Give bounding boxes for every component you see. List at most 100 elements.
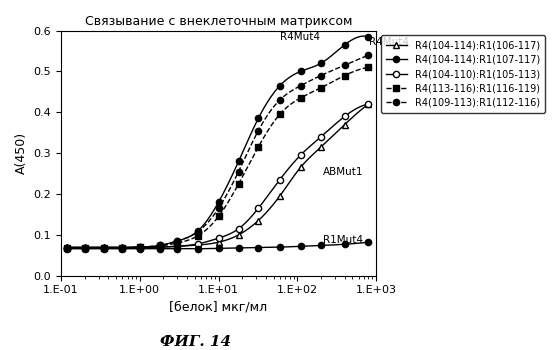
R4(113-116):R1(116-119) [318, 86, 324, 90]
Line: R4(104-114):R1(107-117): R4(104-114):R1(107-117) [64, 34, 371, 251]
R4(104-110):R1(105-113) [215, 236, 222, 240]
R1Mut4_internal [341, 242, 348, 246]
R4(113-116):R1(116-119) [174, 241, 181, 245]
R4(104-114):R1(107-117) [365, 35, 372, 39]
R4(109-113):R1(112-116) [215, 206, 222, 210]
R1Mut4_internal [365, 240, 372, 244]
R4(113-116):R1(116-119) [119, 246, 125, 250]
Text: ABMut1: ABMut1 [323, 167, 363, 176]
R4(104-110):R1(105-113) [195, 242, 202, 246]
R4(104-114):R1(107-117) [156, 243, 163, 247]
R4(109-113):R1(112-116) [255, 128, 262, 133]
R4(109-113):R1(112-116) [119, 246, 125, 250]
R4(104-110):R1(105-113) [119, 246, 125, 250]
R4(104-114):R1(107-117) [174, 239, 181, 243]
R4(113-116):R1(116-119) [365, 65, 372, 69]
R1Mut4_internal [174, 247, 181, 251]
R4(109-113):R1(112-116) [195, 230, 202, 234]
R4(109-113):R1(112-116) [156, 243, 163, 247]
R4(104-114):R1(106-117) [318, 145, 324, 149]
R4(113-116):R1(116-119) [255, 145, 262, 149]
R4(104-114):R1(106-117) [365, 102, 372, 106]
R4(113-116):R1(116-119) [277, 112, 283, 117]
R4(109-113):R1(112-116) [81, 246, 88, 250]
R4(104-114):R1(107-117) [235, 159, 242, 163]
R4(104-114):R1(107-117) [81, 246, 88, 250]
Text: R4Mut4: R4Mut4 [369, 37, 409, 47]
R4(109-113):R1(112-116) [137, 245, 143, 249]
R4(104-114):R1(107-117) [277, 84, 283, 88]
R4(109-113):R1(112-116) [341, 63, 348, 68]
R4(104-114):R1(106-117) [100, 245, 107, 249]
R1Mut4_internal [137, 247, 143, 251]
Y-axis label: A(450): A(450) [15, 132, 28, 174]
R4(104-114):R1(106-117) [156, 245, 163, 249]
R1Mut4_internal [255, 245, 262, 250]
R1Mut4_internal [195, 247, 202, 251]
R4(109-113):R1(112-116) [297, 84, 304, 88]
R4(113-116):R1(116-119) [341, 74, 348, 78]
R4(113-116):R1(116-119) [100, 246, 107, 250]
R4(104-114):R1(106-117) [81, 245, 88, 249]
Text: ФИГ. 14: ФИГ. 14 [160, 336, 232, 350]
R4(104-110):R1(105-113) [297, 153, 304, 157]
R4(104-110):R1(105-113) [137, 246, 143, 250]
R4(104-110):R1(105-113) [81, 246, 88, 250]
R1Mut4_internal [64, 247, 71, 251]
R4(104-114):R1(106-117) [235, 233, 242, 237]
R4(104-110):R1(105-113) [174, 244, 181, 248]
R4(104-110):R1(105-113) [64, 246, 71, 250]
R1Mut4_internal [235, 246, 242, 250]
R4(104-114):R1(106-117) [195, 243, 202, 247]
R4(104-114):R1(107-117) [255, 116, 262, 120]
R4(109-113):R1(112-116) [100, 246, 107, 250]
R4(109-113):R1(112-116) [174, 239, 181, 243]
R4(104-110):R1(105-113) [341, 114, 348, 118]
R4(104-114):R1(106-117) [297, 165, 304, 169]
R4(113-116):R1(116-119) [156, 244, 163, 248]
R4(113-116):R1(116-119) [195, 233, 202, 238]
R4(104-114):R1(106-117) [341, 122, 348, 127]
R4(104-114):R1(107-117) [297, 69, 304, 73]
R4(113-116):R1(116-119) [215, 214, 222, 218]
R4(104-114):R1(107-117) [318, 61, 324, 65]
R1Mut4_internal [297, 244, 304, 248]
R4(109-113):R1(112-116) [365, 53, 372, 57]
Line: R4(113-116):R1(116-119): R4(113-116):R1(116-119) [64, 64, 371, 251]
R1Mut4_internal [156, 247, 163, 251]
R4(113-116):R1(116-119) [297, 96, 304, 100]
R4(113-116):R1(116-119) [81, 246, 88, 250]
Line: R4(104-110):R1(105-113): R4(104-110):R1(105-113) [64, 101, 371, 251]
R4(104-114):R1(107-117) [341, 43, 348, 47]
R4(104-114):R1(106-117) [277, 194, 283, 198]
R4(104-114):R1(107-117) [215, 200, 222, 204]
R1Mut4_internal [81, 247, 88, 251]
Text: R4Mut4: R4Mut4 [280, 32, 320, 42]
R4(113-116):R1(116-119) [235, 182, 242, 186]
R1Mut4_internal [119, 247, 125, 251]
Text: R1Mut4: R1Mut4 [323, 235, 363, 245]
R4(109-113):R1(112-116) [318, 74, 324, 78]
Title: Связывание с внеклеточным матриксом: Связывание с внеклеточным матриксом [85, 15, 352, 28]
R4(104-114):R1(106-117) [215, 240, 222, 244]
R4(104-114):R1(107-117) [137, 245, 143, 249]
R4(104-114):R1(106-117) [64, 245, 71, 249]
R4(104-114):R1(107-117) [119, 246, 125, 250]
R4(104-114):R1(106-117) [174, 244, 181, 248]
R4(104-114):R1(107-117) [64, 246, 71, 250]
R4(104-110):R1(105-113) [365, 102, 372, 106]
R4(104-114):R1(107-117) [195, 229, 202, 233]
R4(104-114):R1(106-117) [137, 245, 143, 249]
R4(104-110):R1(105-113) [318, 135, 324, 139]
Line: R1Mut4_internal: R1Mut4_internal [64, 239, 371, 252]
R4(104-114):R1(106-117) [255, 218, 262, 223]
R4(104-110):R1(105-113) [277, 177, 283, 182]
R1Mut4_internal [277, 245, 283, 249]
R1Mut4_internal [100, 247, 107, 251]
R4(109-113):R1(112-116) [64, 246, 71, 250]
R4(113-116):R1(116-119) [137, 245, 143, 249]
R4(109-113):R1(112-116) [277, 98, 283, 102]
X-axis label: [белок] мкг/мл: [белок] мкг/мл [170, 301, 268, 314]
R4(104-110):R1(105-113) [100, 246, 107, 250]
R4(104-114):R1(106-117) [119, 245, 125, 249]
